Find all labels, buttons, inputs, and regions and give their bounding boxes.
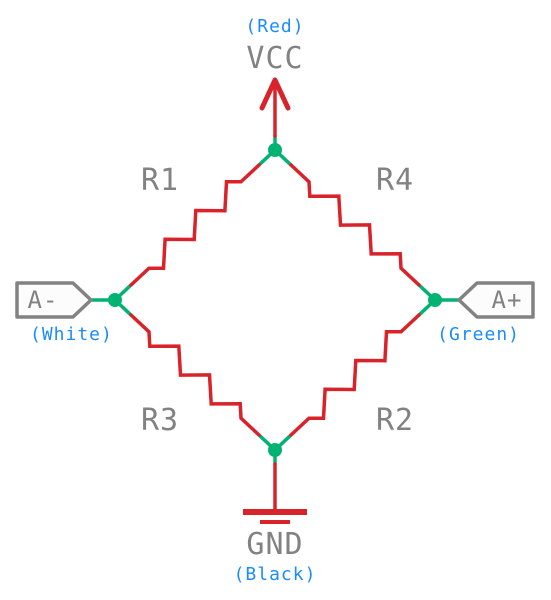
vcc-label: VCC (246, 41, 303, 76)
node-bottom (268, 443, 282, 457)
r1-label: R1 (141, 163, 179, 198)
terminal-a-minus-label: A- (28, 286, 59, 314)
a-minus-sublabel: (White) (30, 324, 113, 345)
gnd-sublabel: (Black) (234, 564, 317, 585)
wheatstone-bridge-diagram: A- A+ (Red) VCC GND (Black) (White) (Gree… (0, 0, 551, 600)
gnd-label: GND (246, 527, 303, 562)
vcc-sublabel: (Red) (245, 16, 304, 37)
r2-label: R2 (376, 403, 414, 438)
terminal-a-plus-label: A+ (492, 286, 523, 314)
a-plus-sublabel: (Green) (437, 324, 520, 345)
node-left (108, 293, 122, 307)
node-top (268, 143, 282, 157)
r3-label: R3 (141, 403, 179, 438)
r4-label: R4 (376, 163, 414, 198)
node-right (428, 293, 442, 307)
